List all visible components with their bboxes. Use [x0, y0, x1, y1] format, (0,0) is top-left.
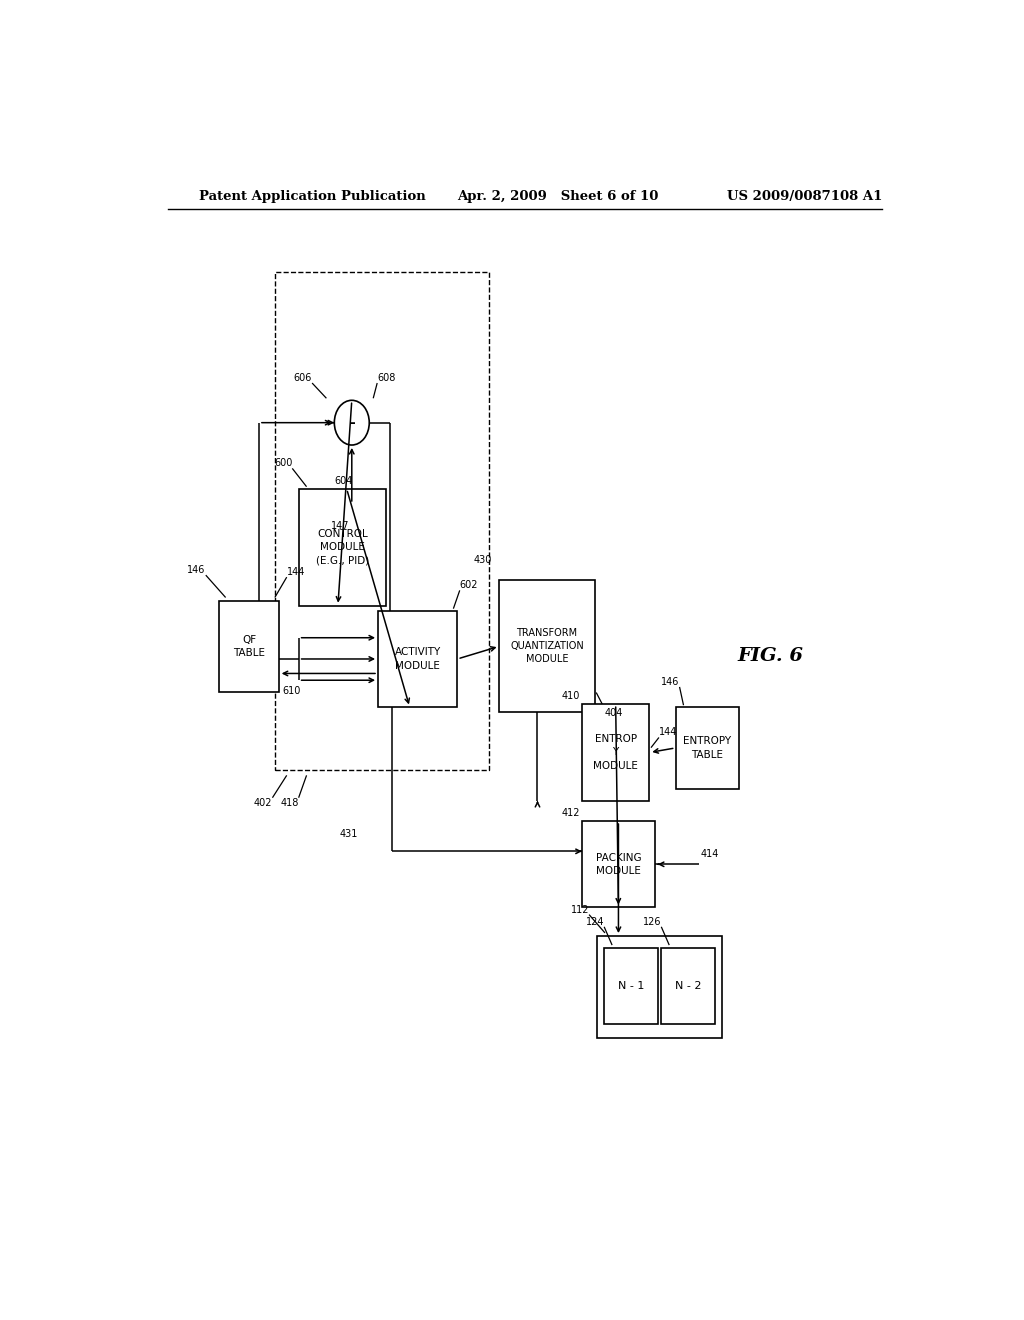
Text: Patent Application Publication: Patent Application Publication — [200, 190, 426, 202]
Text: 600: 600 — [273, 458, 292, 469]
Text: 112: 112 — [570, 904, 589, 915]
Text: 146: 146 — [662, 677, 680, 686]
Text: 412: 412 — [562, 808, 581, 818]
Text: 144: 144 — [287, 568, 305, 577]
Text: 431: 431 — [339, 829, 357, 840]
Bar — [597, 936, 722, 1038]
Bar — [378, 611, 458, 708]
Text: 144: 144 — [658, 727, 677, 738]
Text: 402: 402 — [254, 797, 272, 808]
Text: 414: 414 — [701, 849, 719, 859]
Bar — [604, 948, 658, 1024]
Text: 606: 606 — [294, 374, 312, 383]
Text: ENTROPY
TABLE: ENTROPY TABLE — [683, 737, 731, 759]
Text: 410: 410 — [562, 692, 581, 701]
Text: 610: 610 — [283, 686, 301, 696]
Text: ENTROP
Y
MODULE: ENTROP Y MODULE — [593, 734, 638, 771]
Bar — [662, 948, 715, 1024]
Text: TRANSFORM
QUANTIZATION
MODULE: TRANSFORM QUANTIZATION MODULE — [510, 628, 584, 664]
Text: ACTIVITY
MODULE: ACTIVITY MODULE — [394, 647, 440, 671]
Text: 604: 604 — [334, 475, 352, 486]
Text: 404: 404 — [604, 708, 623, 718]
Bar — [582, 704, 649, 801]
Text: Apr. 2, 2009   Sheet 6 of 10: Apr. 2, 2009 Sheet 6 of 10 — [458, 190, 658, 202]
Bar — [500, 581, 595, 713]
Text: 602: 602 — [460, 581, 478, 590]
Text: 146: 146 — [187, 565, 206, 576]
Bar — [274, 272, 489, 771]
Text: 124: 124 — [586, 917, 604, 927]
Text: CONTROL
MODULE
(E.G., PID): CONTROL MODULE (E.G., PID) — [315, 529, 369, 565]
Text: 418: 418 — [281, 797, 299, 808]
Text: PACKING
MODULE: PACKING MODULE — [596, 853, 641, 876]
Circle shape — [334, 400, 370, 445]
Text: QF
TABLE: QF TABLE — [233, 635, 265, 657]
Bar — [219, 601, 279, 692]
Text: N - 1: N - 1 — [617, 981, 644, 991]
Bar — [582, 821, 655, 907]
Text: FIG. 6: FIG. 6 — [738, 647, 804, 665]
Text: 126: 126 — [643, 917, 662, 927]
Text: US 2009/0087108 A1: US 2009/0087108 A1 — [727, 190, 883, 202]
Bar — [299, 488, 386, 606]
Text: 147: 147 — [331, 521, 349, 531]
Text: N - 2: N - 2 — [675, 981, 701, 991]
Text: -: - — [349, 416, 354, 430]
Text: 430: 430 — [474, 554, 493, 565]
Bar — [676, 708, 739, 788]
Text: 608: 608 — [377, 374, 395, 383]
